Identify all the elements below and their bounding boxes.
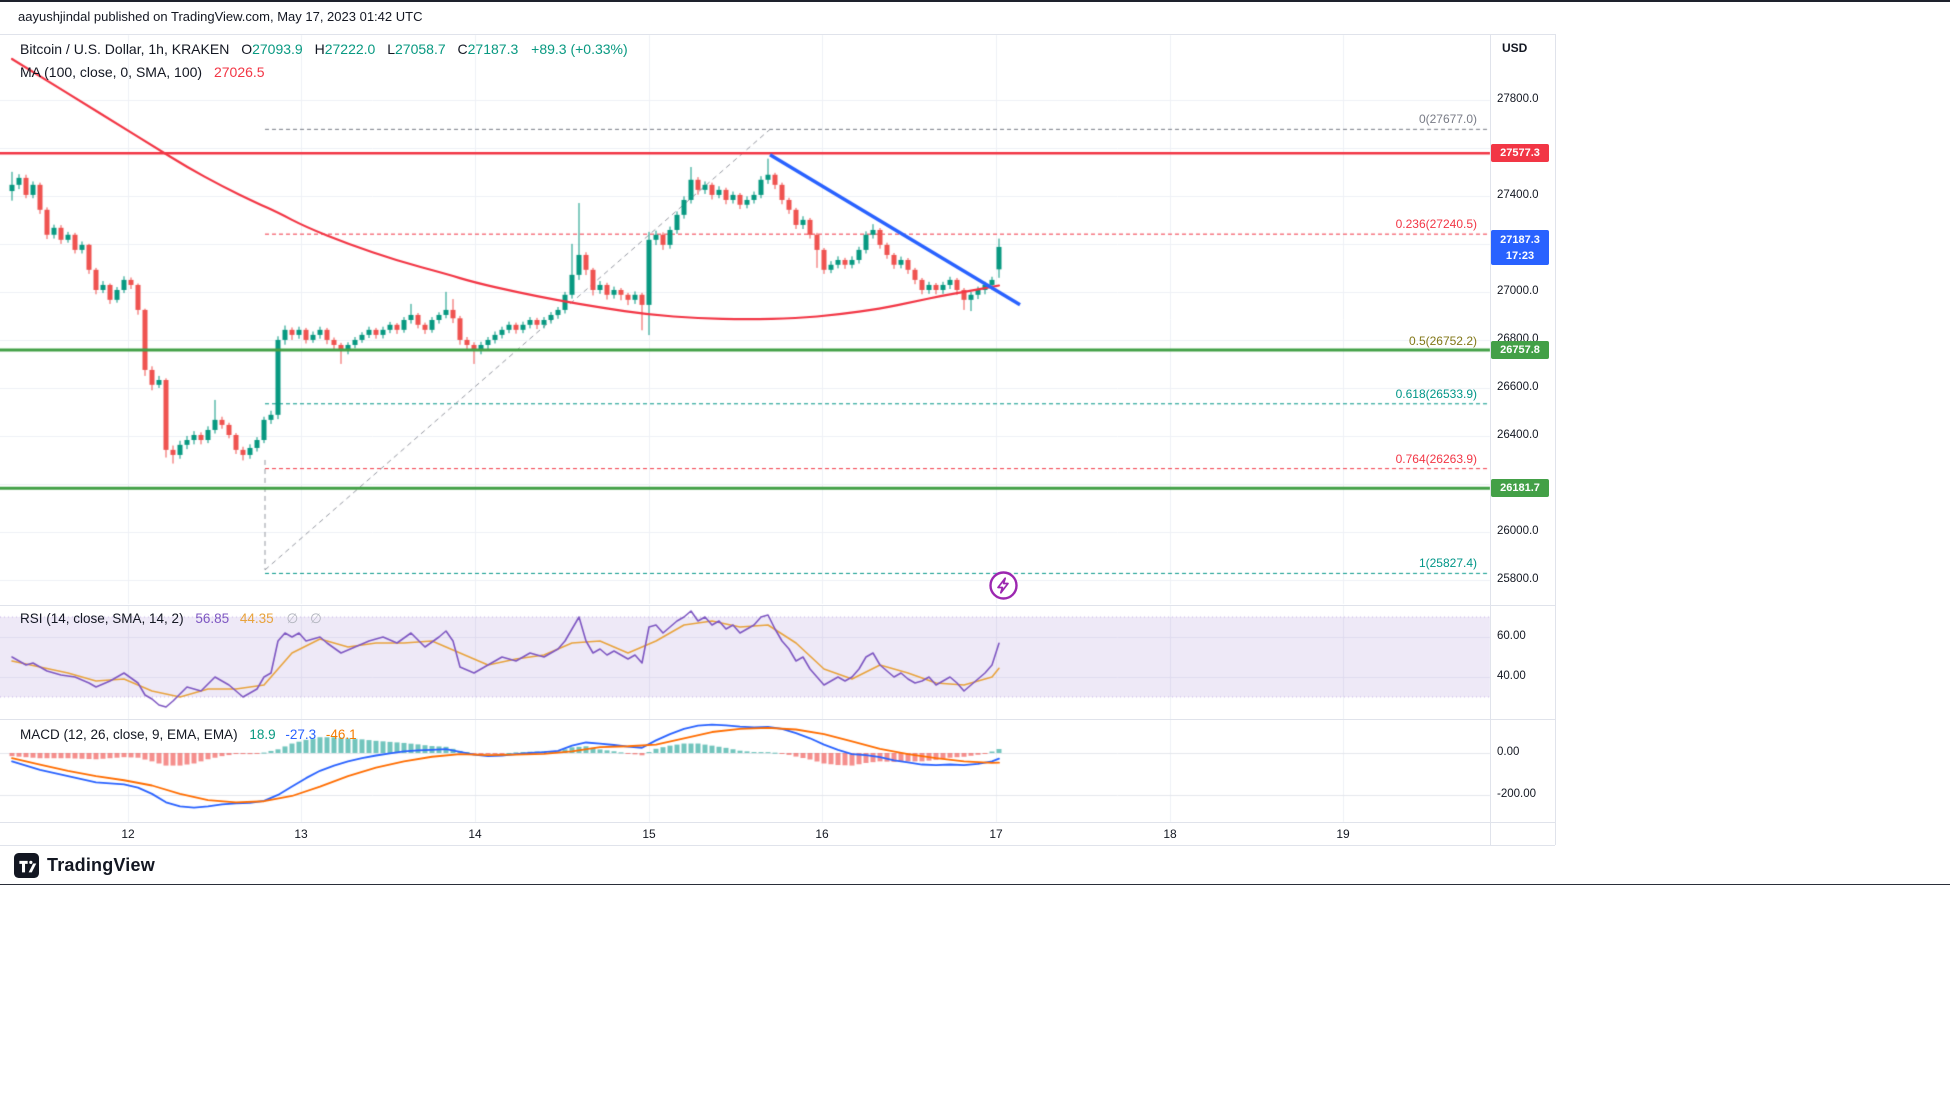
price-axis-tick: 27400.0 — [1497, 188, 1539, 201]
price-axis-tick: 26400.0 — [1497, 428, 1539, 441]
fib-level-label: 0.236(27240.5) — [1395, 217, 1477, 232]
macd-line-value: -27.3 — [285, 727, 317, 742]
chart-bottom-frame — [0, 845, 1555, 846]
time-axis-tick[interactable]: 16 — [815, 827, 829, 841]
publication-header: aayushjindal published on TradingView.co… — [18, 9, 423, 24]
fib-level-label: 1(25827.4) — [1418, 556, 1477, 571]
tradingview-logo-icon — [14, 853, 39, 878]
time-axis-tick[interactable]: 18 — [1163, 827, 1177, 841]
fib-level-label: 0.764(26263.9) — [1395, 451, 1477, 466]
fib-level-label: 0.5(26752.2) — [1408, 334, 1477, 349]
time-axis-tick[interactable]: 14 — [468, 827, 482, 841]
macd-label: MACD (12, 26, close, 9, EMA, EMA) — [20, 727, 238, 742]
price-axis-tag: 26757.8 — [1491, 341, 1549, 360]
macd-axis-tick: 0.00 — [1497, 745, 1520, 758]
header-separator — [0, 34, 1555, 35]
macd-pane-separator[interactable] — [0, 719, 1555, 720]
price-axis-tick: 27800.0 — [1497, 92, 1539, 105]
rsi-axis-tick: 40.00 — [1497, 670, 1526, 682]
bottom-border — [0, 884, 1950, 885]
hidden-series-icons: ∅ ∅ — [286, 611, 326, 626]
price-axis-tag: 27577.3 — [1491, 144, 1549, 163]
high-value: 27222.0 — [324, 41, 376, 57]
rsi-signal-value: 44.35 — [239, 611, 274, 626]
rsi-pane-separator[interactable] — [0, 605, 1555, 606]
time-axis-tick[interactable]: 12 — [121, 827, 135, 841]
rsi-legend[interactable]: RSI (14, close, SMA, 14, 2) 56.85 44.35 … — [20, 611, 326, 627]
high-label: H — [314, 41, 325, 57]
close-label: C — [457, 41, 468, 57]
low-value: 27058.7 — [395, 41, 446, 57]
price-axis-tick: 26600.0 — [1497, 380, 1539, 393]
time-axis-tick[interactable]: 15 — [642, 827, 656, 841]
macd-legend[interactable]: MACD (12, 26, close, 9, EMA, EMA) 18.9 -… — [20, 727, 357, 742]
price-axis-tick: 27000.0 — [1497, 284, 1539, 297]
rsi-label: RSI (14, close, SMA, 14, 2) — [20, 611, 184, 626]
ma-label: MA (100, close, 0, SMA, 100) — [20, 64, 203, 80]
symbol-title: Bitcoin / U.S. Dollar, 1h, KRAKEN — [20, 41, 230, 57]
time-axis-separator — [0, 822, 1555, 823]
tradingview-footer-link[interactable]: TradingView — [14, 853, 155, 878]
open-value: 27093.9 — [252, 41, 303, 57]
low-label: L — [387, 41, 396, 57]
currency-label: USD — [1502, 41, 1528, 55]
change-value: +89.3 (+0.33%) — [531, 41, 628, 57]
macd-signal-value: -46.1 — [325, 727, 357, 742]
boost-lightning-icon[interactable] — [988, 570, 1019, 606]
price-axis-tick: 26000.0 — [1497, 524, 1539, 537]
rsi-axis-tick: 60.00 — [1497, 630, 1526, 642]
price-axis-tag: 27187.3 17:23 — [1491, 229, 1549, 265]
fib-level-label: 0(27677.0) — [1418, 112, 1477, 127]
open-label: O — [241, 41, 253, 57]
ma-legend[interactable]: MA (100, close, 0, SMA, 100) 27026.5 — [20, 64, 265, 80]
price-axis-tag: 26181.7 — [1491, 479, 1549, 498]
macd-hist-value: 18.9 — [249, 727, 276, 742]
time-axis-tick[interactable]: 17 — [989, 827, 1003, 841]
main-legend[interactable]: Bitcoin / U.S. Dollar, 1h, KRAKEN O27093… — [20, 41, 628, 57]
close-value: 27187.3 — [467, 41, 519, 57]
price-axis-tick: 25800.0 — [1497, 572, 1539, 585]
widget-right-frame — [1555, 34, 1556, 845]
time-axis-tick[interactable]: 13 — [294, 827, 308, 841]
fib-level-label: 0.618(26533.9) — [1395, 386, 1477, 401]
ma-value: 27026.5 — [213, 64, 265, 80]
tradingview-wordmark: TradingView — [47, 855, 155, 875]
time-axis-tick[interactable]: 19 — [1336, 827, 1350, 841]
macd-axis-tick: -200.00 — [1497, 787, 1537, 800]
top-border — [0, 0, 1950, 2]
price-axis-frame — [1490, 34, 1491, 845]
rsi-value: 56.85 — [195, 611, 230, 626]
